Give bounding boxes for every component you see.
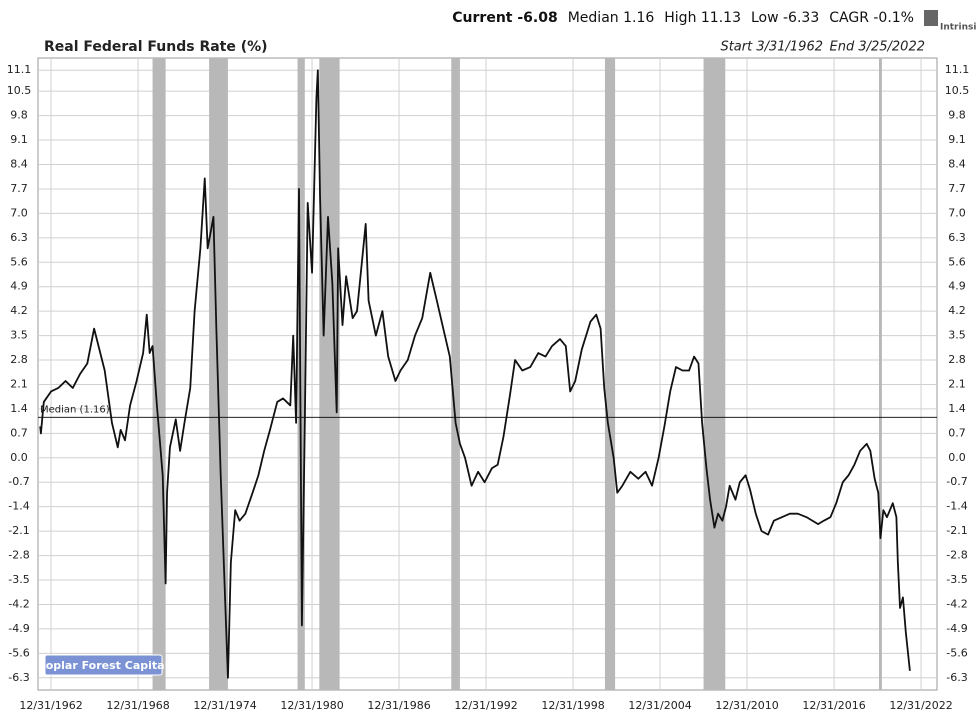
- y2-tick-label: 2.1: [948, 377, 966, 390]
- y-tick-label: -4.9: [8, 622, 29, 635]
- y2-tick-label: 1.4: [948, 402, 966, 415]
- y-tick-label: 9.8: [10, 109, 28, 122]
- x-tick-label: 12/31/1962: [19, 699, 82, 712]
- y-tick-label: 9.1: [10, 133, 28, 146]
- y-tick-label: 8.4: [10, 157, 28, 170]
- x-tick-label: 12/31/1992: [454, 699, 517, 712]
- y-tick-label: 11.1: [7, 63, 32, 76]
- y2-tick-label: -1.4: [946, 500, 967, 513]
- source-label: Poplar Forest Capital: [38, 659, 169, 672]
- y-tick-label: -0.7: [8, 475, 29, 488]
- recession-band: [152, 58, 166, 690]
- x-tick-label: 12/31/1998: [541, 699, 604, 712]
- x-tick-label: 12/31/1986: [367, 699, 430, 712]
- y-tick-label: 0.7: [10, 426, 28, 439]
- y2-tick-label: 10.5: [945, 84, 970, 97]
- y-tick-label: 3.5: [10, 329, 28, 342]
- stat: Low -6.33: [750, 10, 820, 26]
- y2-tick-label: -4.9: [946, 622, 967, 635]
- y2-tick-label: 0.7: [948, 426, 966, 439]
- y2-tick-label: 2.8: [948, 353, 966, 366]
- y2-tick-label: 5.6: [948, 255, 966, 268]
- y-tick-label: -2.8: [8, 549, 29, 562]
- recession-band: [451, 58, 460, 690]
- y2-tick-label: 11.1: [945, 63, 970, 76]
- y2-tick-label: -2.1: [946, 524, 967, 537]
- y2-tick-label: -2.8: [946, 549, 967, 562]
- y2-tick-label: 9.8: [948, 109, 966, 122]
- y-tick-label: 2.8: [10, 353, 28, 366]
- recession-band: [703, 58, 726, 690]
- median-label: Median (1.16): [40, 404, 110, 415]
- y2-tick-label: 7.0: [948, 206, 966, 219]
- stat: High 11.13: [664, 10, 741, 26]
- logo-icon: [924, 10, 938, 26]
- y2-tick-label: -3.5: [946, 573, 967, 586]
- recession-band: [879, 58, 882, 690]
- y2-tick-label: 7.7: [948, 182, 966, 195]
- x-tick-label: 12/31/1980: [280, 699, 343, 712]
- y2-tick-label: 4.9: [948, 280, 966, 293]
- stats-bar: Current -6.08 Median 1.16 High 11.13 Low -6…: [452, 10, 914, 26]
- stat: CAGR -0.1%: [829, 10, 914, 26]
- y-tick-label: 4.2: [10, 304, 28, 317]
- y2-tick-label: -0.7: [946, 475, 967, 488]
- x-tick-label: 12/31/2016: [802, 699, 865, 712]
- recession-band: [604, 58, 616, 690]
- y-tick-label: 0.0: [10, 451, 28, 464]
- plot-frame: [37, 57, 938, 691]
- stat: Median 1.16: [567, 10, 655, 26]
- x-tick-label: 12/31/2022: [889, 699, 952, 712]
- x-tick-label: 12/31/1974: [193, 699, 256, 712]
- stat: Current -6.08: [452, 10, 558, 26]
- y-tick-label: 7.0: [10, 206, 28, 219]
- y-tick-label: 2.1: [10, 377, 28, 390]
- y-tick-label: 7.7: [10, 182, 28, 195]
- y-tick-label: -4.2: [8, 597, 29, 610]
- y-tick-label: 1.4: [10, 402, 28, 415]
- end-date: End 3/25/2022: [830, 40, 926, 55]
- start-date: Start 3/31/1962: [720, 40, 823, 55]
- recession-band: [319, 58, 340, 690]
- y-tick-label: 4.9: [10, 280, 28, 293]
- x-tick-label: 12/31/2004: [628, 699, 691, 712]
- y2-tick-label: 0.0: [948, 451, 966, 464]
- y2-tick-label: -6.3: [946, 671, 967, 684]
- y-tick-label: -2.1: [8, 524, 29, 537]
- x-tick-label: 12/31/1968: [106, 699, 169, 712]
- y-tick-label: -6.3: [8, 671, 29, 684]
- recession-band: [297, 58, 305, 690]
- y-tick-label: -3.5: [8, 573, 29, 586]
- y2-tick-label: -5.6: [946, 646, 967, 659]
- y-tick-label: -5.6: [8, 646, 29, 659]
- y2-tick-label: 8.4: [948, 157, 966, 170]
- y2-tick-label: -4.2: [946, 597, 967, 610]
- x-tick-label: 12/31/2010: [715, 699, 778, 712]
- y2-tick-label: 4.2: [948, 304, 966, 317]
- y-tick-label: -1.4: [8, 500, 29, 513]
- source-badge: [44, 654, 163, 676]
- y-tick-label: 5.6: [10, 255, 28, 268]
- y-tick-label: 10.5: [7, 84, 32, 97]
- logo: Intrinsic: [940, 23, 976, 33]
- y2-tick-label: 3.5: [948, 329, 966, 342]
- y2-tick-label: 6.3: [948, 231, 966, 244]
- y2-tick-label: 9.1: [948, 133, 966, 146]
- data-line: [39, 69, 911, 679]
- chart-title: Real Federal Funds Rate (%): [44, 39, 268, 55]
- y-tick-label: 6.3: [10, 231, 28, 244]
